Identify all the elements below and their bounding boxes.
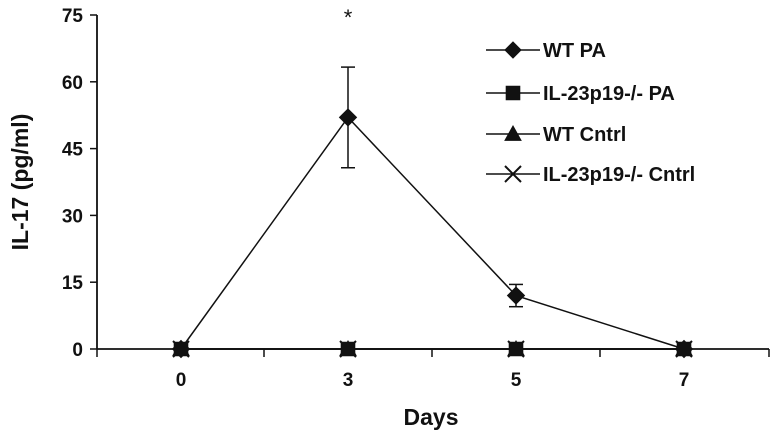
x-axis-ticks: 0 3 5 7 [96,349,770,391]
legend-item: WT Cntrl [486,124,626,146]
legend-marker-triangle [504,124,522,141]
data-point-diamond [674,339,694,359]
legend-item: WT PA [486,40,606,62]
data-point-square [508,341,524,357]
y-tick-label: 45 [62,140,84,161]
y-tick-label: 60 [62,73,83,94]
legend-item: IL-23p19-/- PA [486,83,675,105]
annotations: * [344,5,353,30]
legend-label: WT Cntrl [543,124,626,146]
y-axis-ticks: 0 15 30 45 60 75 [62,6,97,361]
data-point-diamond [338,108,358,127]
x-tick-label: 5 [511,370,522,391]
legend-item: IL-23p19-/- Cntrl [486,164,695,186]
y-axis-title: IL-17 (pg/ml) [7,114,33,251]
legend-marker-square [505,85,521,101]
y-tick-label: 30 [62,206,83,227]
x-tick-label: 7 [679,370,690,391]
legend-label: IL-23p19-/- PA [543,83,675,105]
significance-marker: * [344,5,353,30]
x-tick-label: 0 [176,370,187,391]
series-line [180,116,685,350]
legend-marker-x [504,165,522,183]
legend-label: IL-23p19-/- Cntrl [543,164,695,186]
x-tick-label: 3 [343,370,354,391]
y-tick-label: 0 [72,340,83,361]
data-point-diamond [171,339,191,359]
y-tick-label: 15 [62,273,84,294]
series-diamond [171,66,694,359]
data-point-square [340,341,356,357]
x-axis-title: Days [404,404,459,430]
legend: WT PA IL-23p19-/- PA WT Cntrl IL-23p19-/- C… [486,40,695,186]
series-layer [171,66,694,359]
y-tick-label: 75 [62,6,84,27]
legend-marker-diamond [504,41,522,59]
data-point-diamond [506,286,526,305]
legend-label: WT PA [543,40,606,62]
